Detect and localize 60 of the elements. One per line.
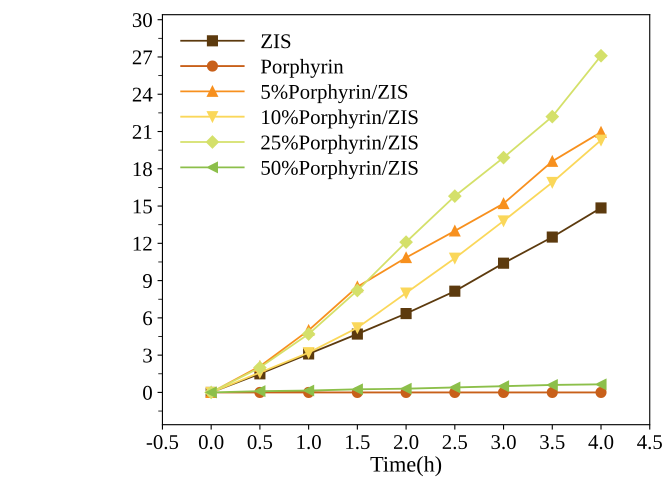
- x-tick-label: 3.5: [540, 435, 564, 450]
- point: [595, 378, 607, 390]
- legend-label: 10%Porphyrin/ZIS: [262, 110, 418, 128]
- point: [400, 252, 412, 264]
- y-tick-label: 27: [132, 50, 152, 64]
- point: [449, 225, 460, 236]
- point: [595, 202, 607, 214]
- y-tick-label: 30: [132, 13, 152, 28]
- x-tick-label: 0.0: [198, 435, 224, 450]
- point: [594, 49, 608, 62]
- point: [400, 287, 412, 299]
- y-tick-label: 6: [143, 311, 152, 326]
- point: [595, 386, 607, 398]
- x-tick-label: -0.5: [146, 435, 178, 450]
- legend-label: Porphyrin: [260, 58, 344, 78]
- point: [496, 151, 510, 164]
- legend-label: ZIS: [261, 34, 290, 48]
- x-tick-label: 2.0: [394, 435, 418, 450]
- y-tick-label: 21: [132, 124, 152, 139]
- point: [449, 286, 460, 297]
- point: [595, 134, 607, 146]
- point: [400, 235, 413, 249]
- x-tick-label: 4.5: [637, 435, 662, 450]
- legend-label: 50%Porphyrin/ZIS: [262, 160, 418, 180]
- y-tick-label: 24: [132, 88, 152, 102]
- point: [400, 383, 412, 394]
- point: [546, 176, 558, 188]
- x-tick-label: 0.5: [248, 435, 272, 450]
- y-tick-label: 15: [134, 200, 152, 214]
- point: [253, 360, 266, 374]
- point: [546, 386, 558, 398]
- point: [546, 156, 558, 167]
- x-axis-title: Time(h): [370, 456, 442, 476]
- point: [546, 232, 558, 243]
- point: [448, 190, 462, 203]
- y-tick-label: 0: [143, 386, 152, 400]
- point: [546, 379, 558, 391]
- point: [400, 308, 412, 320]
- point: [449, 382, 460, 393]
- point: [302, 327, 316, 341]
- legend-label: 5%Porphyrin/ZIS: [262, 84, 408, 104]
- x-tick-label: 3.0: [492, 435, 516, 450]
- x-tick-label: 1.0: [297, 435, 321, 450]
- point: [498, 215, 510, 227]
- point: [498, 258, 510, 269]
- y-tick-label: 12: [134, 236, 152, 251]
- legend-label: 25%Porphyrin/ZIS: [261, 134, 418, 154]
- x-tick-label: 2.5: [442, 435, 468, 450]
- y-tick-label: 18: [134, 162, 152, 176]
- point: [546, 110, 559, 124]
- x-tick-label: 1.5: [346, 435, 370, 450]
- point: [498, 380, 510, 392]
- point: [352, 322, 363, 334]
- point: [498, 198, 510, 210]
- x-tick-label: 4.0: [588, 435, 614, 450]
- point: [352, 384, 363, 395]
- point: [449, 252, 460, 264]
- y-tick-label: 3: [143, 348, 152, 363]
- point: [350, 284, 364, 298]
- y-tick-label: 9: [142, 274, 152, 288]
